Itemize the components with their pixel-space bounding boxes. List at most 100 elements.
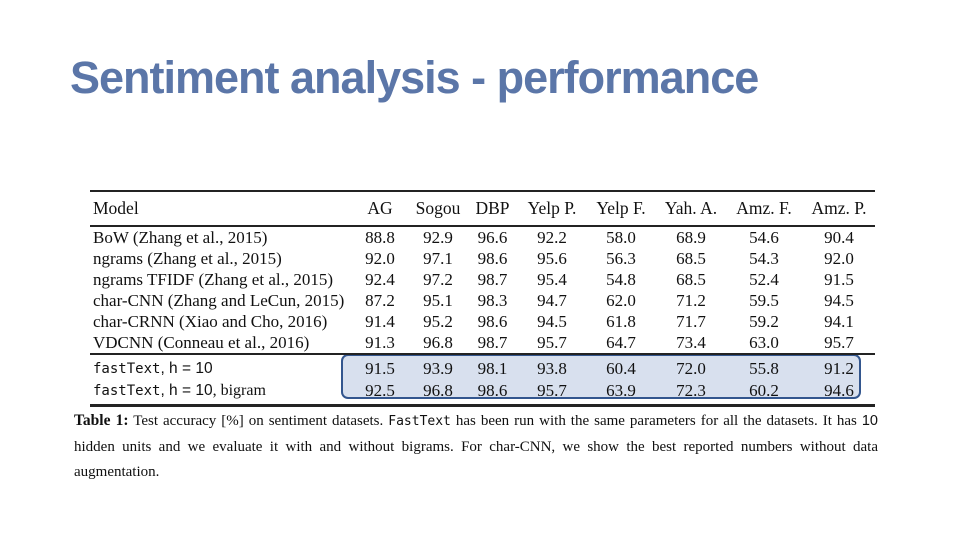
accuracy-value: 71.2: [676, 290, 706, 310]
accuracy-value: 95.6: [537, 248, 567, 268]
accuracy-value: 98.3: [477, 290, 508, 310]
table-row: char-CNN (Zhang and LeCun, 2015) 87.2 95.1…: [90, 290, 875, 311]
accuracy-value: 91.5: [824, 269, 854, 289]
accuracy-value: 87.2: [365, 290, 395, 310]
model-name: fastText, h = 10, bigram: [90, 381, 350, 399]
table-row: BoW (Zhang et al., 2015) 88.8 92.9 96.6 92.2…: [90, 227, 875, 248]
accuracy-value: 59.2: [749, 311, 779, 331]
accuracy-value: 64.7: [606, 332, 636, 352]
table-row: VDCNN (Conneau et al., 2016) 91.3 96.8 98.7…: [90, 332, 875, 353]
accuracy-value: 54.3: [749, 248, 779, 268]
accuracy-value: 63.9: [606, 380, 636, 400]
accuracy-value: 97.2: [423, 269, 453, 289]
accuracy-value: 52.4: [749, 269, 779, 289]
accuracy-value: 59.5: [749, 290, 779, 310]
accuracy-value: 98.6: [477, 380, 508, 400]
column-header-amz-p: Amz. P.: [811, 197, 867, 218]
accuracy-value: 54.6: [749, 227, 779, 247]
caption-text: Test accuracy [%] on sentiment datasets.: [128, 413, 389, 429]
accuracy-value: 88.8: [365, 227, 395, 247]
accuracy-value: 73.4: [676, 332, 706, 352]
accuracy-value: 98.1: [477, 358, 508, 378]
results-table: Model AG Sogou DBP Yelp P. Yelp F. Yah. …: [90, 190, 875, 407]
accuracy-value: 94.5: [824, 290, 854, 310]
accuracy-value: 98.6: [477, 311, 508, 331]
accuracy-value: 60.4: [606, 358, 636, 378]
accuracy-value: 62.0: [606, 290, 636, 310]
table-row: char-CRNN (Xiao and Cho, 2016) 91.4 95.2 98…: [90, 311, 875, 332]
table-top-rule: [90, 190, 875, 192]
accuracy-value: 91.3: [365, 332, 395, 352]
model-name-params: , h = 10: [160, 360, 213, 377]
accuracy-value: 54.8: [606, 269, 636, 289]
column-header-yah-a: Yah. A.: [664, 197, 718, 218]
table-header-row: Model AG Sogou DBP Yelp P. Yelp F. Yah. …: [90, 192, 875, 225]
accuracy-value: 96.6: [477, 227, 508, 247]
accuracy-value: 93.9: [423, 358, 453, 378]
caption-text: has been run with the same parameters fo…: [450, 413, 862, 429]
fasttext-row: fastText, h = 10, bigram 92.5 96.8 98.6 95.7…: [90, 379, 875, 401]
accuracy-value: 68.5: [676, 269, 706, 289]
model-name: ngrams TFIDF (Zhang et al., 2015): [93, 269, 334, 289]
accuracy-value: 94.1: [824, 311, 854, 331]
model-name-params: , h = 10: [160, 382, 213, 399]
model-name: BoW (Zhang et al., 2015): [93, 227, 268, 247]
accuracy-value: 98.7: [477, 269, 508, 289]
accuracy-value: 92.4: [365, 269, 395, 289]
accuracy-value: 96.8: [423, 380, 453, 400]
table-bottom-rule: [90, 403, 875, 407]
accuracy-value: 56.3: [606, 248, 636, 268]
accuracy-value: 97.1: [423, 248, 453, 268]
accuracy-value: 93.8: [537, 358, 567, 378]
accuracy-value: 91.4: [365, 311, 395, 331]
model-name: ngrams (Zhang et al., 2015): [93, 248, 282, 268]
accuracy-value: 95.7: [537, 332, 567, 352]
caption-label: Table 1:: [74, 412, 129, 429]
column-header-yelp-p: Yelp P.: [527, 197, 577, 218]
accuracy-value: 98.7: [477, 332, 508, 352]
accuracy-value: 94.7: [537, 290, 567, 310]
caption-fasttext-word: FastText: [388, 414, 451, 429]
accuracy-value: 92.5: [365, 380, 395, 400]
model-name: char-CNN (Zhang and LeCun, 2015): [93, 290, 345, 310]
slide-title: Sentiment analysis - performance: [70, 52, 759, 103]
accuracy-value: 92.9: [423, 227, 453, 247]
accuracy-value: 95.4: [537, 269, 567, 289]
accuracy-value: 60.2: [749, 380, 779, 400]
accuracy-value: 91.5: [365, 358, 395, 378]
column-header-sogou: Sogou: [415, 197, 461, 218]
fasttext-row: fastText, h = 10 91.5 93.9 98.1 93.8 60.4 72.0…: [90, 357, 875, 379]
accuracy-value: 61.8: [606, 311, 636, 331]
accuracy-value: 58.0: [606, 227, 636, 247]
model-name: char-CRNN (Xiao and Cho, 2016): [93, 311, 328, 331]
accuracy-value: 90.4: [824, 227, 854, 247]
accuracy-value: 68.5: [676, 248, 706, 268]
column-header-amz-f: Amz. F.: [736, 197, 792, 218]
accuracy-value: 92.2: [537, 227, 567, 247]
table-row: ngrams TFIDF (Zhang et al., 2015) 92.4 97.…: [90, 269, 875, 290]
accuracy-value: 94.5: [537, 311, 567, 331]
accuracy-value: 68.9: [676, 227, 706, 247]
model-name: VDCNN (Conneau et al., 2016): [93, 332, 310, 352]
accuracy-value: 95.7: [824, 332, 854, 352]
accuracy-value: 95.1: [423, 290, 453, 310]
table-row: ngrams (Zhang et al., 2015) 92.0 97.1 98.6 9…: [90, 248, 875, 269]
accuracy-value: 98.6: [477, 248, 508, 268]
model-name: fastText, h = 10: [90, 359, 350, 377]
column-header-ag: AG: [367, 197, 393, 218]
column-header-dbp: DBP: [475, 197, 510, 218]
accuracy-value: 95.7: [537, 380, 567, 400]
caption-number: 10: [861, 413, 878, 429]
accuracy-value: 92.0: [824, 248, 854, 268]
accuracy-value: 94.6: [824, 380, 854, 400]
fasttext-section: fastText, h = 10 91.5 93.9 98.1 93.8 60.4 72.0…: [90, 355, 875, 404]
accuracy-value: 72.3: [676, 380, 706, 400]
accuracy-value: 92.0: [365, 248, 395, 268]
model-name-mono: fastText: [93, 361, 161, 377]
column-header-yelp-f: Yelp F.: [596, 197, 646, 218]
table-header-rule: [90, 225, 875, 227]
accuracy-value: 91.2: [824, 358, 854, 378]
accuracy-value: 63.0: [749, 332, 779, 352]
table-caption: Table 1: Test accuracy [%] on sentiment …: [74, 408, 878, 486]
